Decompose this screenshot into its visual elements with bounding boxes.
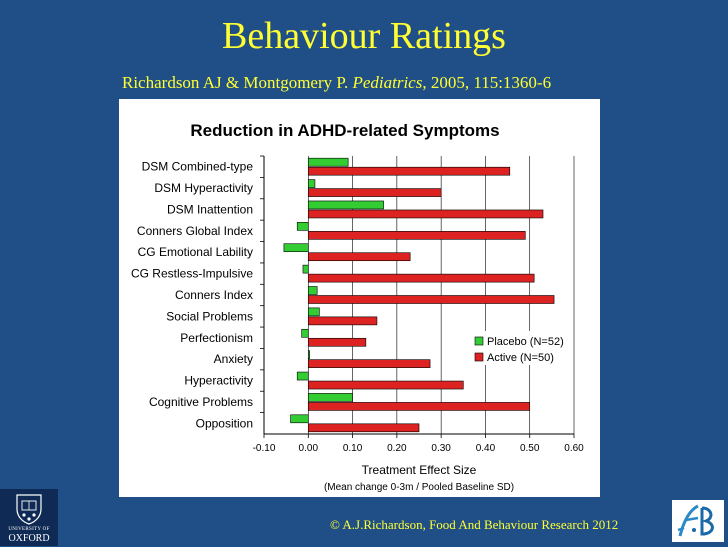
fab-research-logo [672, 500, 724, 542]
citation-details: , 2005, 115:1360-6 [422, 73, 552, 92]
x-axis-sublabel: (Mean change 0-3m / Pooled Baseline SD) [324, 482, 514, 493]
category-label: Opposition [196, 416, 253, 430]
category-label: Conners Global Index [137, 224, 253, 238]
chart-tick-labels: -0.10 0.00 0.10 0.20 0.30 0.40 0.50 0.60 [253, 443, 585, 454]
chart-bars [283, 157, 555, 433]
oxford-logo: UNIVERSITY OF OXFORD [0, 489, 58, 546]
effect-size-chart: Reduction in ADHD-related Symptoms DSM C… [131, 121, 585, 493]
logo-oxford-text: OXFORD [8, 533, 50, 544]
logo-university-text: UNIVERSITY OF [8, 527, 50, 532]
category-label: Hyperactivity [184, 374, 253, 388]
placebo-bar [307, 350, 310, 359]
copyright-footer: © A.J.Richardson, Food And Behaviour Res… [330, 517, 619, 532]
active-bar [307, 188, 442, 197]
legend-label: Placebo (N=52) [487, 336, 564, 348]
category-label: DSM Hyperactivity [154, 181, 253, 195]
x-tick-label: -0.10 [253, 443, 276, 454]
active-bar [307, 273, 535, 283]
category-label: Conners Index [175, 288, 253, 302]
x-tick-label: 0.10 [343, 443, 363, 454]
category-label: Social Problems [166, 309, 253, 323]
active-bar [307, 231, 526, 240]
active-bar [307, 166, 511, 176]
category-label: Cognitive Problems [149, 395, 253, 409]
category-label: CG Restless-Impulsive [131, 267, 253, 281]
x-tick-label: 0.50 [520, 443, 540, 454]
placebo-bar [283, 243, 309, 253]
slide-title: Behaviour Ratings [222, 15, 506, 57]
active-bar [307, 380, 464, 390]
placebo-bar [290, 414, 309, 424]
oxford-crest-icon [16, 494, 42, 525]
fab-logo-icon [677, 504, 714, 537]
x-tick-label: 0.00 [299, 443, 319, 454]
active-bar [307, 252, 411, 262]
chart-legend: Placebo (N=52) Active (N=50) [471, 331, 571, 365]
placebo-bar [307, 307, 320, 317]
chart-gridlines [307, 156, 575, 434]
placebo-bar [307, 179, 316, 188]
legend-label: Active (N=50) [487, 352, 554, 364]
placebo-bar [296, 222, 309, 231]
citation: Richardson AJ & Montgomery P. Pediatrics… [122, 72, 722, 94]
legend-box [471, 331, 571, 365]
placebo-bar [307, 393, 353, 402]
active-bar [307, 359, 431, 368]
chart-axes [260, 155, 575, 438]
active-bar [307, 209, 544, 219]
x-tick-label: 0.20 [387, 443, 407, 454]
placebo-bar [307, 286, 318, 295]
citation-authors: Richardson AJ & Montgomery P. [122, 73, 349, 92]
placebo-bar [307, 157, 349, 167]
x-tick-label: 0.30 [431, 443, 451, 454]
x-tick-label: 0.60 [564, 443, 584, 454]
category-label: Perfectionism [180, 331, 253, 345]
category-label: DSM Inattention [167, 202, 253, 216]
active-bar [307, 402, 531, 411]
placebo-bar [307, 200, 384, 210]
active-bar [307, 337, 367, 347]
placebo-bar [301, 328, 309, 338]
legend-swatch [474, 352, 484, 362]
active-bar [307, 295, 555, 304]
category-label: Anxiety [214, 352, 253, 366]
category-label: CG Emotional Lability [138, 245, 253, 259]
x-axis-label: Treatment Effect Size [362, 463, 477, 477]
active-bar [307, 423, 420, 433]
placebo-bar [302, 264, 309, 274]
chart-panel: Reduction in ADHD-related Symptoms DSM C… [119, 99, 600, 497]
legend-swatch [474, 336, 484, 346]
citation-journal: Pediatrics [352, 73, 423, 92]
active-bar [307, 316, 378, 326]
chart-category-labels: DSM Combined-type DSM Hyperactivity DSM In… [131, 160, 253, 431]
x-tick-label: 0.40 [476, 443, 496, 454]
placebo-bar [296, 371, 309, 381]
category-label: DSM Combined-type [142, 160, 254, 174]
chart-title: Reduction in ADHD-related Symptoms [190, 121, 499, 140]
